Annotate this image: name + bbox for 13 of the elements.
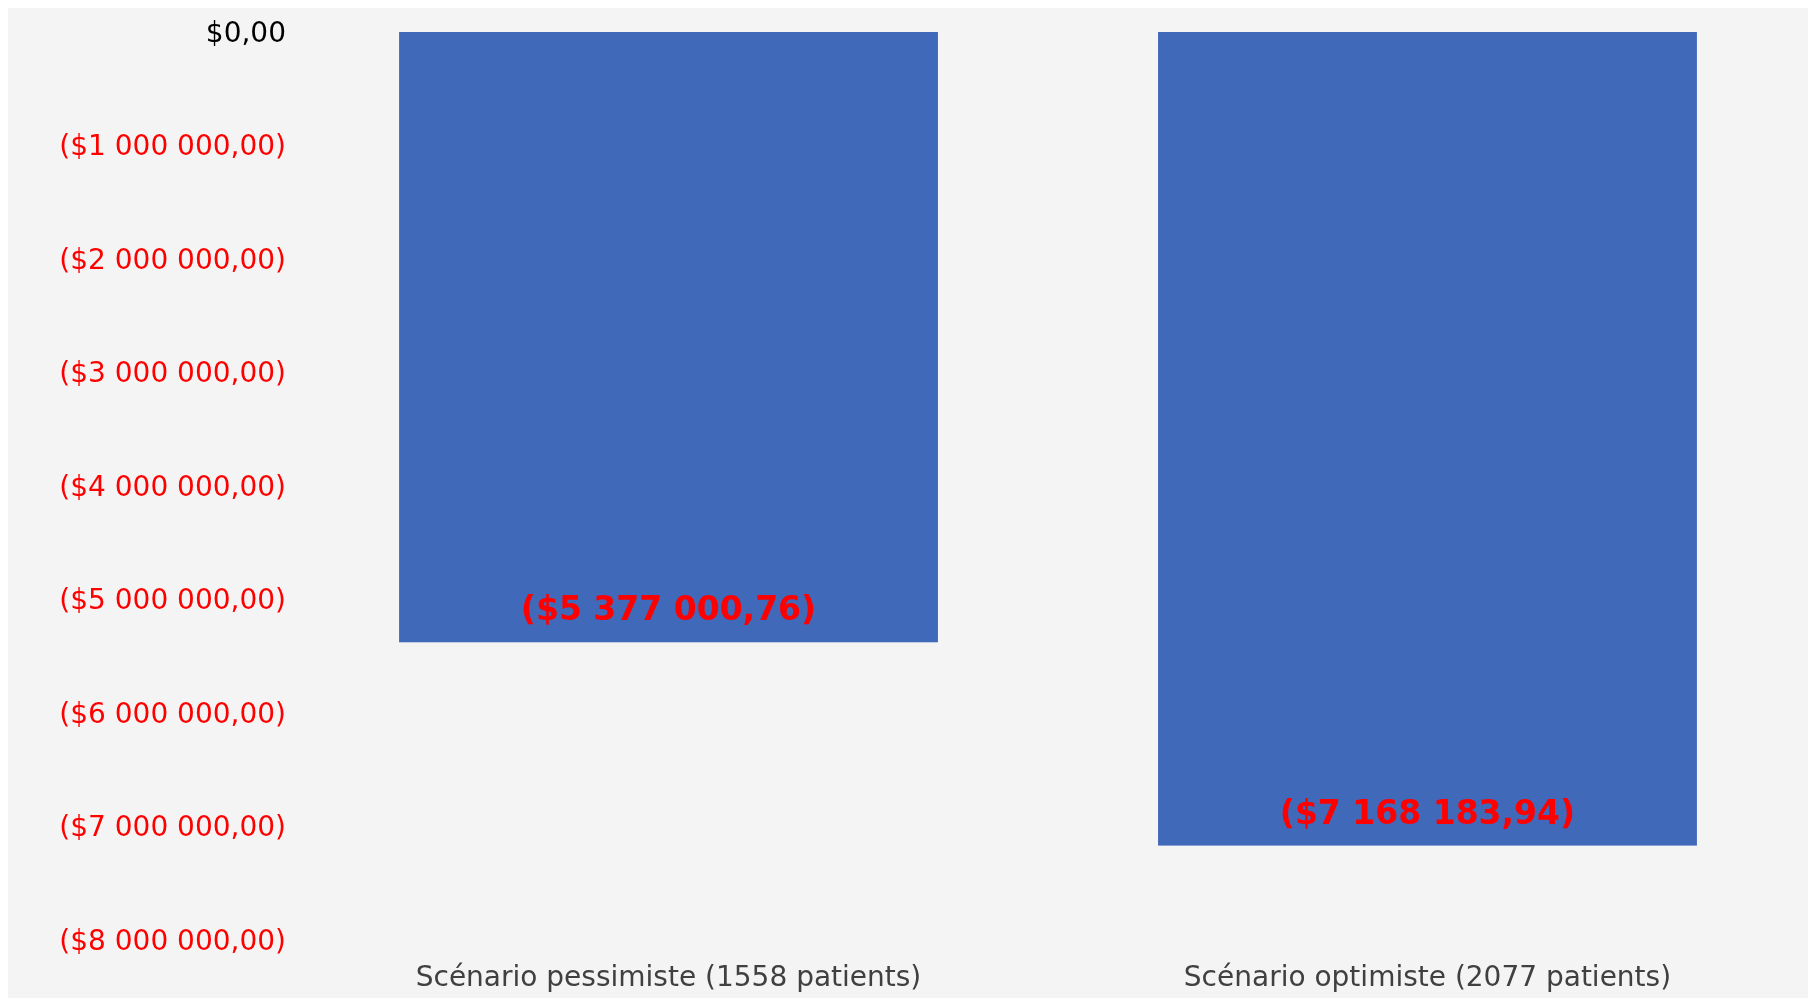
data-label: ($5 377 000,76): [520, 589, 817, 629]
y-tick-label: ($3 000 000,00): [59, 356, 286, 390]
y-tick-label: $0,00: [205, 15, 286, 49]
y-tick-label: ($6 000 000,00): [59, 696, 286, 730]
y-tick-label: ($2 000 000,00): [59, 242, 286, 276]
y-tick-label: ($5 000 000,00): [59, 583, 286, 617]
x-tick-label: Scénario optimiste (2077 patients): [1183, 960, 1672, 993]
data-label: ($7 168 183,94): [1279, 792, 1576, 832]
y-tick-label: ($4 000 000,00): [59, 469, 286, 503]
y-tick-label: ($8 000 000,00): [59, 923, 286, 957]
x-tick-label: Scénario pessimiste (1558 patients): [415, 960, 922, 993]
y-tick-label: ($1 000 000,00): [59, 129, 286, 163]
y-tick-label: ($7 000 000,00): [59, 810, 286, 844]
